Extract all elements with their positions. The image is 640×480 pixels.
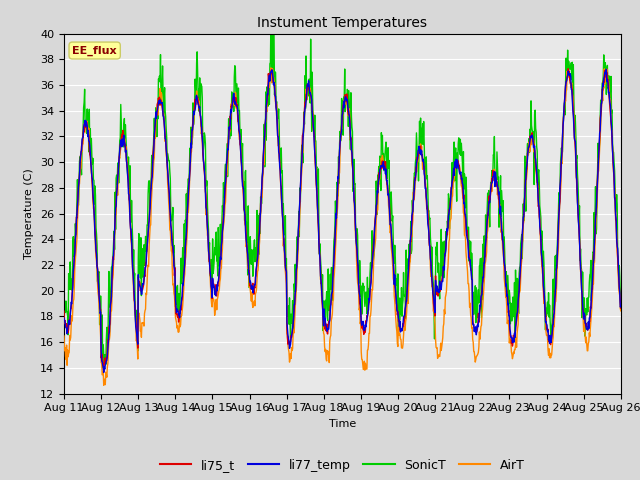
AirT (464, 268, 472, 274)
li75_t (617, 305, 625, 311)
Line: li77_temp: li77_temp (64, 69, 621, 372)
li75_t (582, 323, 589, 329)
AirT (208, 304, 216, 310)
li77_temp (581, 320, 589, 326)
Line: SonicT: SonicT (64, 19, 621, 367)
SonicT (268, 73, 276, 79)
li75_t (208, 296, 216, 301)
li77_temp (133, 337, 141, 343)
li75_t (133, 336, 141, 342)
AirT (133, 344, 141, 349)
li77_temp (348, 150, 356, 156)
li77_temp (60, 315, 68, 321)
AirT (267, 65, 275, 71)
Text: EE_flux: EE_flux (72, 46, 117, 56)
SonicT (349, 129, 356, 134)
SonicT (617, 302, 625, 308)
li75_t (564, 66, 572, 72)
Title: Instument Temperatures: Instument Temperatures (257, 16, 428, 30)
li77_temp (100, 370, 108, 375)
Y-axis label: Temperature (C): Temperature (C) (24, 168, 35, 259)
Line: li75_t: li75_t (64, 69, 621, 372)
li75_t (348, 151, 356, 156)
AirT (100, 383, 108, 388)
AirT (349, 164, 356, 170)
SonicT (60, 295, 68, 300)
SonicT (133, 335, 141, 340)
SonicT (464, 231, 472, 237)
li75_t (100, 369, 108, 374)
li75_t (60, 308, 68, 314)
Line: AirT: AirT (64, 68, 621, 385)
AirT (268, 80, 276, 86)
li77_temp (463, 235, 471, 240)
AirT (617, 308, 625, 314)
AirT (582, 340, 589, 346)
li75_t (268, 67, 275, 73)
SonicT (267, 16, 275, 22)
li77_temp (208, 295, 216, 300)
li77_temp (602, 66, 610, 72)
li75_t (463, 227, 471, 233)
X-axis label: Time: Time (329, 419, 356, 429)
SonicT (582, 306, 589, 312)
AirT (60, 333, 68, 339)
SonicT (99, 364, 106, 370)
li77_temp (617, 303, 625, 309)
Legend: li75_t, li77_temp, SonicT, AirT: li75_t, li77_temp, SonicT, AirT (155, 454, 530, 477)
SonicT (208, 282, 216, 288)
li77_temp (268, 68, 275, 74)
